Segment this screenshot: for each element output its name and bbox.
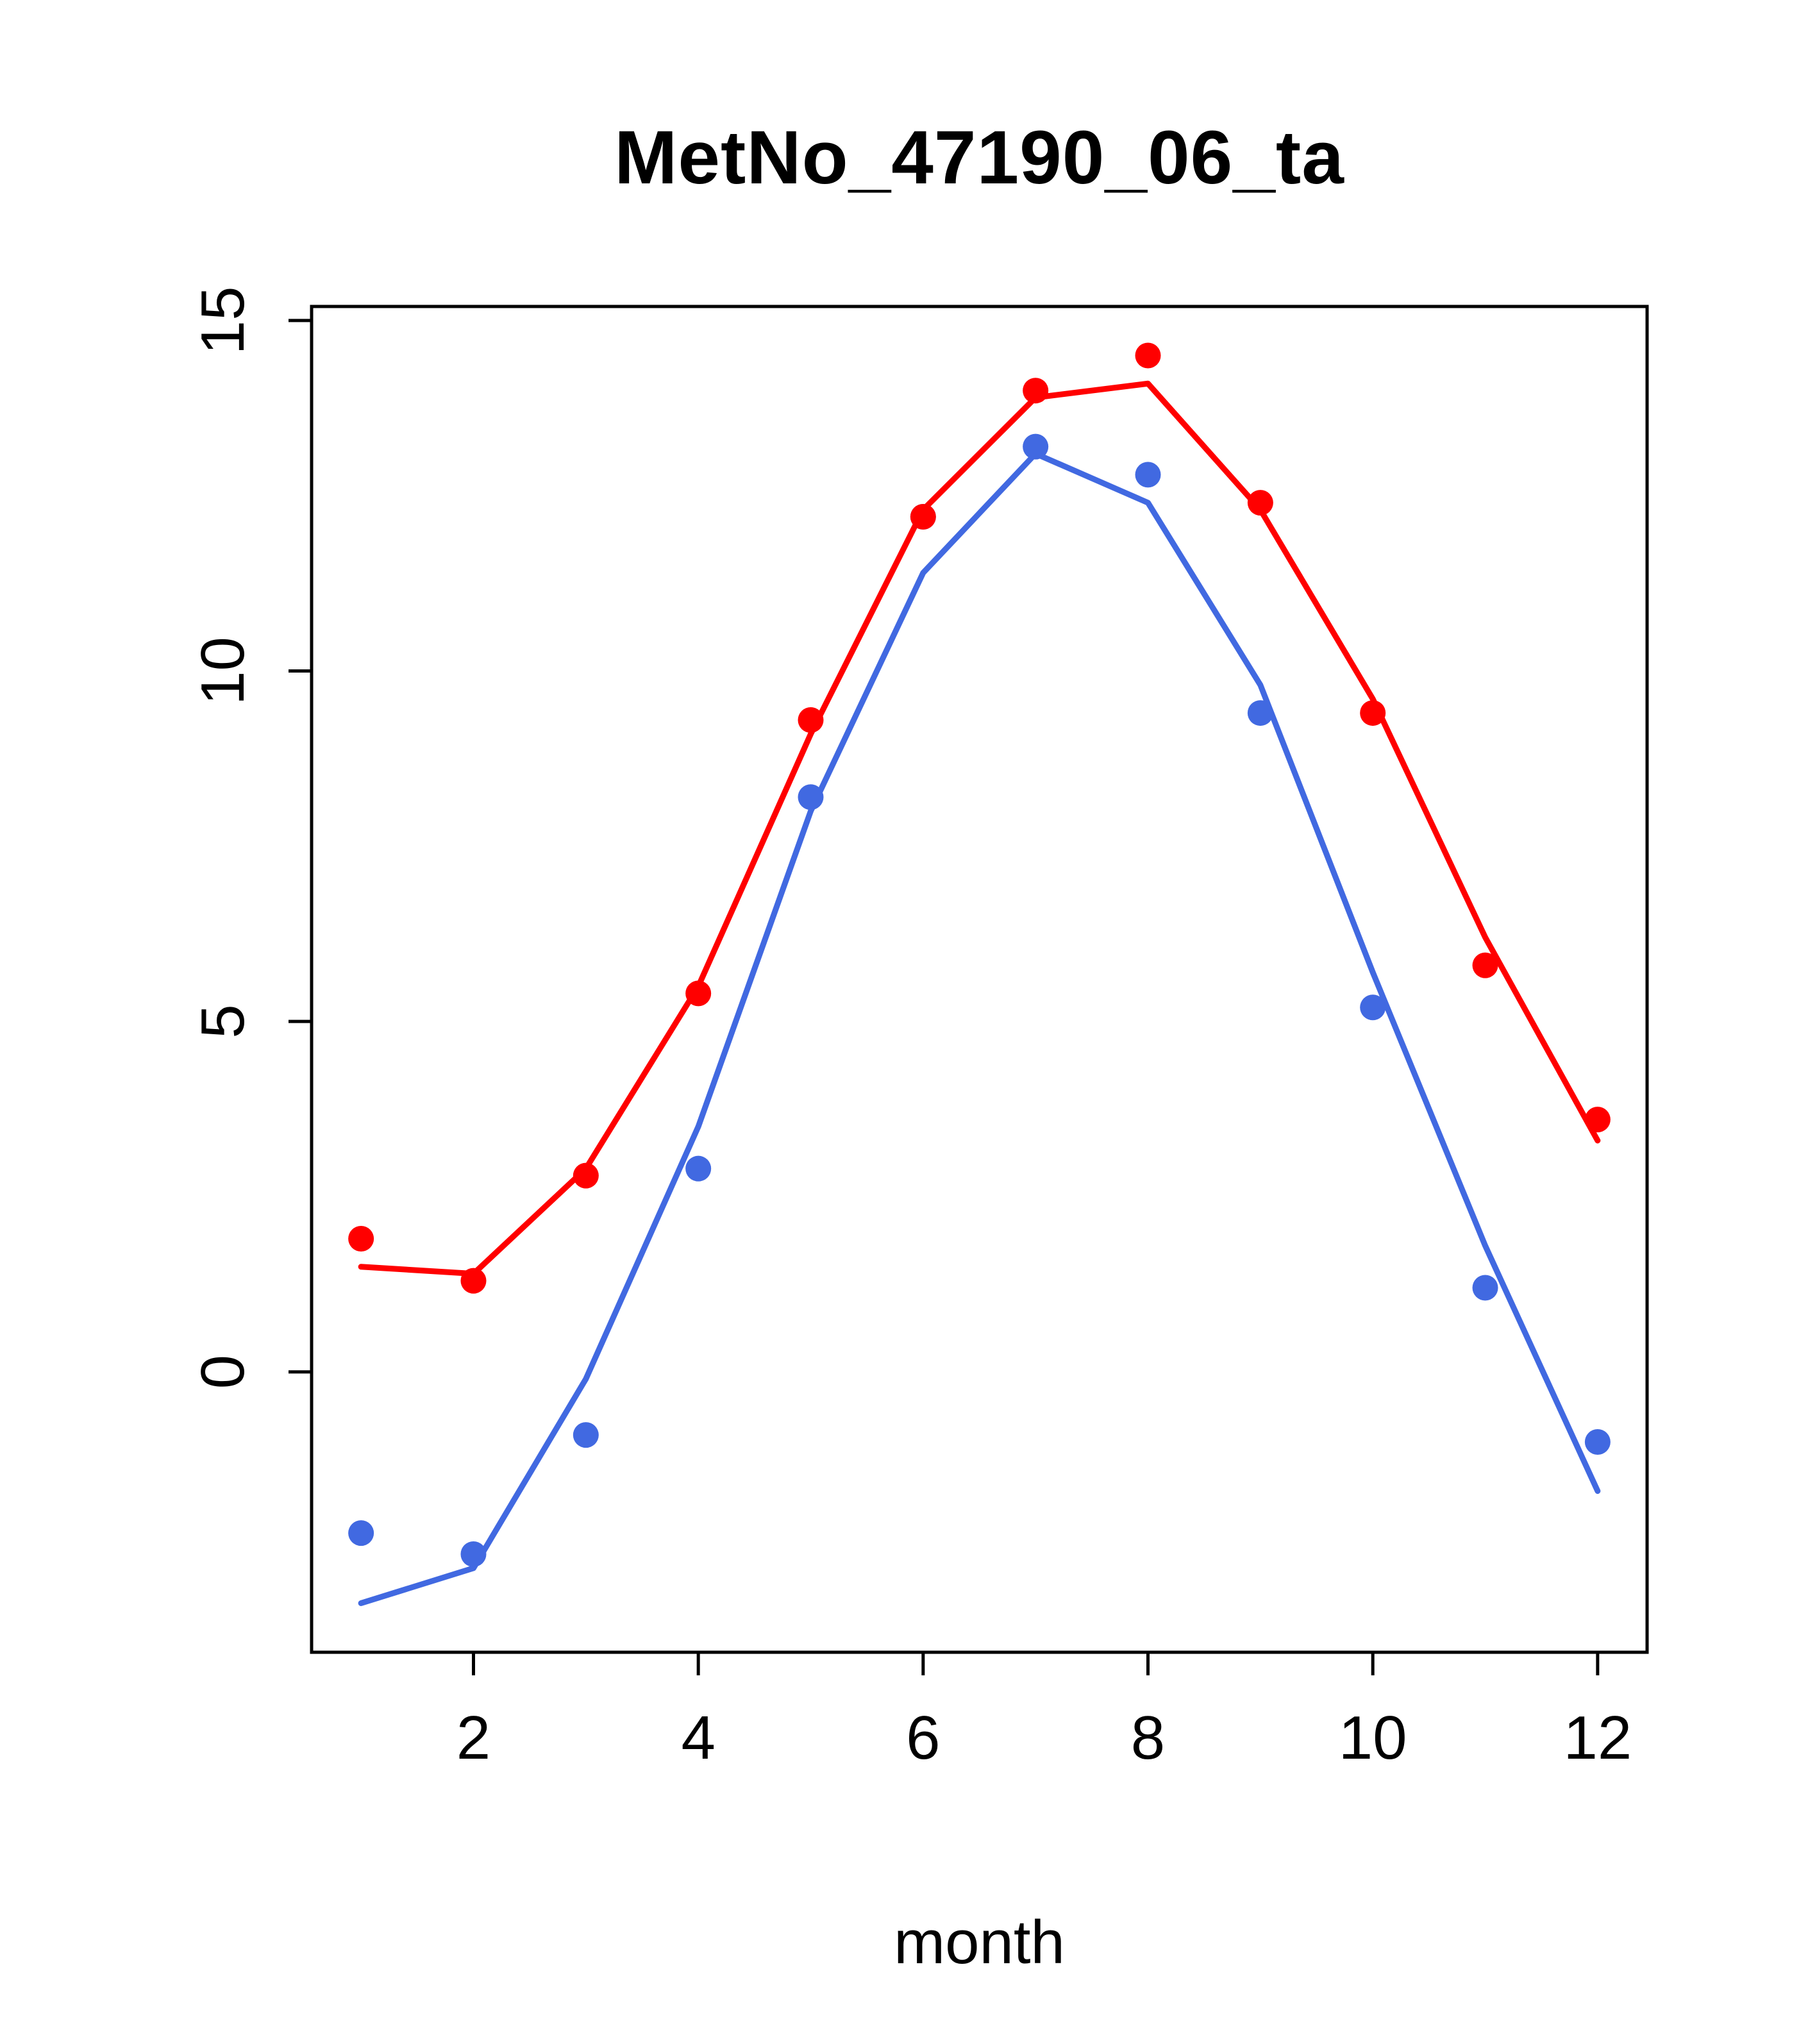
x-tick-label: 8	[1131, 1704, 1165, 1772]
red-points-marker	[460, 1268, 487, 1294]
x-tick-label: 10	[1339, 1704, 1407, 1772]
red-points-marker	[348, 1225, 374, 1252]
y-tick-label: 10	[188, 637, 257, 705]
plot-box	[310, 305, 1649, 1654]
red-points-marker	[573, 1162, 599, 1189]
x-tick-label: 6	[906, 1704, 940, 1772]
y-tick-label: 0	[188, 1355, 257, 1389]
red-points-marker	[910, 503, 936, 530]
red-line	[358, 380, 1601, 1277]
red-points-marker	[1472, 952, 1498, 978]
red-points-marker	[1247, 490, 1273, 516]
x-tick-label: 2	[456, 1704, 490, 1772]
blue-points-marker	[1360, 994, 1386, 1021]
blue-points-marker	[1472, 1275, 1498, 1301]
x-tick-label: 4	[681, 1704, 715, 1772]
blue-line	[358, 451, 1601, 1606]
blue-points-marker	[1023, 433, 1049, 460]
blue-points-marker	[460, 1541, 487, 1567]
red-points-marker	[798, 707, 824, 733]
x-axis-title: month	[894, 1908, 1065, 1977]
y-tick-label: 5	[188, 1004, 257, 1038]
red-points-marker	[1584, 1107, 1611, 1133]
red-points-marker	[685, 980, 712, 1007]
blue-points-marker	[1247, 700, 1273, 726]
blue-points-marker	[798, 784, 824, 810]
blue-points-marker	[348, 1520, 374, 1546]
blue-points-marker	[1584, 1429, 1611, 1455]
blue-points-marker	[1135, 462, 1161, 488]
red-points-marker	[1360, 700, 1386, 726]
x-tick-label: 12	[1563, 1704, 1632, 1772]
blue-points-marker	[573, 1422, 599, 1448]
chart-title: MetNo_47190_06_ta	[614, 115, 1344, 200]
red-points-marker	[1023, 378, 1049, 404]
y-tick-label: 15	[188, 286, 257, 355]
red-points-marker	[1135, 342, 1161, 369]
blue-points-marker	[685, 1155, 712, 1182]
